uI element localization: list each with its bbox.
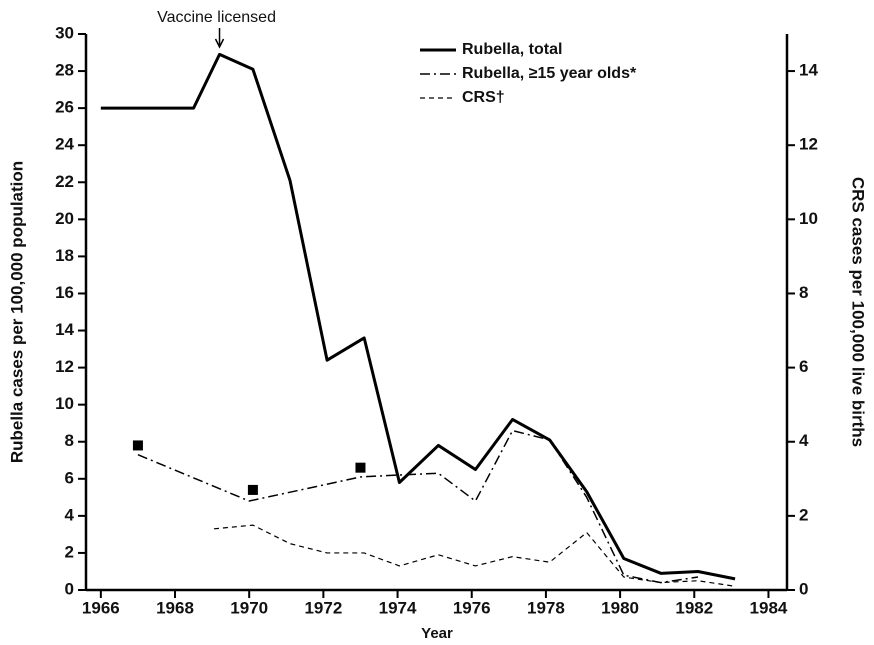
y2-axis-title: CRS cases per 100,000 live births: [849, 177, 868, 447]
annotation-arrow: [214, 28, 225, 49]
x-tick-label: 1984: [750, 598, 788, 617]
y-tick-label: 22: [55, 172, 74, 191]
x-tick-label: 1972: [304, 598, 342, 617]
y-tick-label: 26: [55, 98, 74, 117]
y-tick-label: 0: [65, 579, 74, 598]
y2-tick-label: 12: [799, 135, 818, 154]
y2-tick-label: 14: [799, 61, 818, 80]
x-axis-title: Year: [421, 625, 453, 642]
x-tick-label: 1970: [230, 598, 268, 617]
x-tick-label: 1974: [379, 598, 417, 617]
y-tick-label: 24: [55, 135, 74, 154]
y2-tick-label: 6: [799, 357, 808, 376]
legend-label: Rubella, total: [462, 41, 562, 58]
annotation: Vaccine licensed: [157, 9, 276, 26]
series-line: [100, 52, 736, 581]
y2-tick-label: 10: [799, 209, 818, 228]
series-line: [137, 429, 699, 584]
x-tick-label: 1968: [156, 598, 194, 617]
y-tick-label: 2: [65, 542, 74, 561]
y-tick-label: 14: [55, 320, 74, 339]
y-tick-label: 6: [65, 468, 74, 487]
y2-tick-label: 8: [799, 283, 808, 302]
y-tick-label: 10: [55, 394, 74, 413]
point-marker: [132, 440, 143, 451]
series-line: [213, 524, 736, 587]
y2-tick-label: 4: [799, 431, 809, 450]
y-tick-label: 4: [65, 505, 75, 524]
legend-label: Rubella, ≥15 year olds*: [462, 65, 637, 82]
x-tick-label: 1980: [601, 598, 639, 617]
point-marker: [355, 462, 366, 473]
y-tick-label: 28: [55, 61, 74, 80]
x-tick-label: 1966: [82, 598, 120, 617]
point-marker: [247, 484, 258, 495]
y-tick-label: 12: [55, 357, 74, 376]
y-tick-label: 30: [55, 23, 74, 42]
y-tick-label: 8: [65, 431, 74, 450]
legend-label: CRS†: [462, 89, 505, 106]
x-tick-label: 1982: [675, 598, 713, 617]
y-tick-label: 20: [55, 209, 74, 228]
x-tick-label: 1978: [527, 598, 565, 617]
y-tick-label: 16: [55, 283, 74, 302]
y2-tick-label: 2: [799, 505, 808, 524]
y-axis-title: Rubella cases per 100,000 population: [7, 161, 26, 463]
x-tick-label: 1976: [453, 598, 491, 617]
y-tick-label: 18: [55, 246, 74, 265]
y2-tick-label: 0: [799, 579, 808, 598]
